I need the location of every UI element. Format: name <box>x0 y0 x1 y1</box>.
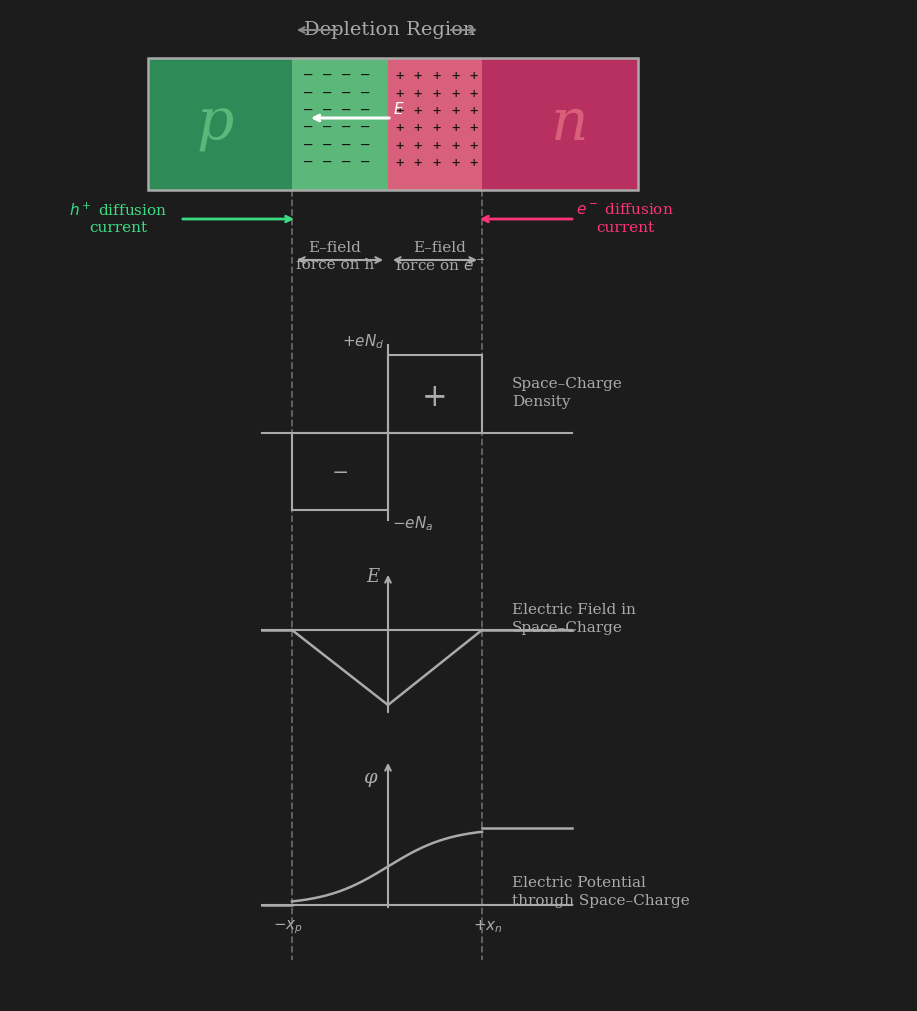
Text: Depletion Region: Depletion Region <box>304 21 476 39</box>
Text: –: – <box>323 156 331 170</box>
Text: force on $e^-$: force on $e^-$ <box>395 258 485 273</box>
Text: +: + <box>396 69 404 83</box>
Text: –: – <box>360 121 370 135</box>
Text: $+eN_d$: $+eN_d$ <box>342 333 384 351</box>
Text: –: – <box>342 121 350 135</box>
Text: +: + <box>433 121 441 135</box>
Text: +: + <box>452 104 460 118</box>
Text: +: + <box>422 381 447 412</box>
Text: +: + <box>452 69 460 83</box>
Text: –: – <box>360 156 370 170</box>
Bar <box>148 58 638 190</box>
Text: –: – <box>360 104 370 118</box>
Text: +: + <box>396 139 404 153</box>
Text: –: – <box>323 87 331 101</box>
Bar <box>482 58 638 190</box>
Text: –: – <box>323 69 331 83</box>
Text: –: – <box>360 139 370 153</box>
Text: +: + <box>452 139 460 153</box>
Text: –: – <box>342 87 350 101</box>
Text: +: + <box>396 87 404 101</box>
Text: –: – <box>304 87 312 101</box>
Text: –: – <box>304 104 312 118</box>
Text: φ: φ <box>363 769 377 787</box>
Text: –: – <box>304 156 312 170</box>
Text: through Space–Charge: through Space–Charge <box>512 894 690 908</box>
Text: –: – <box>323 104 331 118</box>
Bar <box>148 58 292 190</box>
Text: E: E <box>367 568 380 586</box>
Text: $-x_p$: $-x_p$ <box>273 918 303 936</box>
Text: +: + <box>396 104 404 118</box>
Text: –: – <box>304 69 312 83</box>
Text: +: + <box>470 121 478 135</box>
Text: E–field: E–field <box>414 241 467 255</box>
Text: –: – <box>323 121 331 135</box>
Text: current: current <box>89 221 147 235</box>
Text: +: + <box>433 139 441 153</box>
Text: +: + <box>452 156 460 170</box>
Text: +: + <box>433 87 441 101</box>
Text: current: current <box>596 221 654 235</box>
Text: Electric Potential: Electric Potential <box>512 876 646 890</box>
Text: Electric Field in: Electric Field in <box>512 603 635 617</box>
Bar <box>292 58 388 190</box>
Text: +: + <box>433 69 441 83</box>
Text: $+x_n$: $+x_n$ <box>473 919 503 935</box>
Text: +: + <box>470 104 478 118</box>
Text: –: – <box>332 456 348 487</box>
Text: $h^+$ diffusion: $h^+$ diffusion <box>69 201 167 218</box>
Text: +: + <box>414 139 422 153</box>
Text: –: – <box>360 69 370 83</box>
Text: +: + <box>452 87 460 101</box>
Text: n: n <box>551 96 589 153</box>
Text: –: – <box>342 104 350 118</box>
Text: E: E <box>394 101 403 116</box>
Text: –: – <box>323 139 331 153</box>
Text: –: – <box>304 139 312 153</box>
Text: +: + <box>414 104 422 118</box>
Text: +: + <box>470 69 478 83</box>
Text: +: + <box>452 121 460 135</box>
Text: +: + <box>470 87 478 101</box>
Text: –: – <box>360 87 370 101</box>
Text: +: + <box>433 104 441 118</box>
Text: +: + <box>414 69 422 83</box>
Text: force on h: force on h <box>296 258 374 272</box>
Text: E–field: E–field <box>308 241 361 255</box>
Text: –: – <box>342 156 350 170</box>
Text: +: + <box>396 121 404 135</box>
Text: +: + <box>414 121 422 135</box>
Text: +: + <box>470 156 478 170</box>
Text: Space–Charge: Space–Charge <box>512 377 623 391</box>
Bar <box>292 433 388 510</box>
Text: $e^-$ diffusion: $e^-$ diffusion <box>576 202 674 217</box>
Text: –: – <box>342 139 350 153</box>
Text: –: – <box>304 121 312 135</box>
Text: +: + <box>414 156 422 170</box>
Text: p: p <box>196 96 234 153</box>
Text: +: + <box>396 156 404 170</box>
Bar <box>388 58 482 190</box>
Bar <box>388 355 482 433</box>
Text: +: + <box>470 139 478 153</box>
Text: $-eN_a$: $-eN_a$ <box>392 514 434 533</box>
Text: Space–Charge: Space–Charge <box>512 621 623 635</box>
Text: +: + <box>433 156 441 170</box>
Text: +: + <box>414 87 422 101</box>
Text: –: – <box>342 69 350 83</box>
Text: Density: Density <box>512 395 570 409</box>
